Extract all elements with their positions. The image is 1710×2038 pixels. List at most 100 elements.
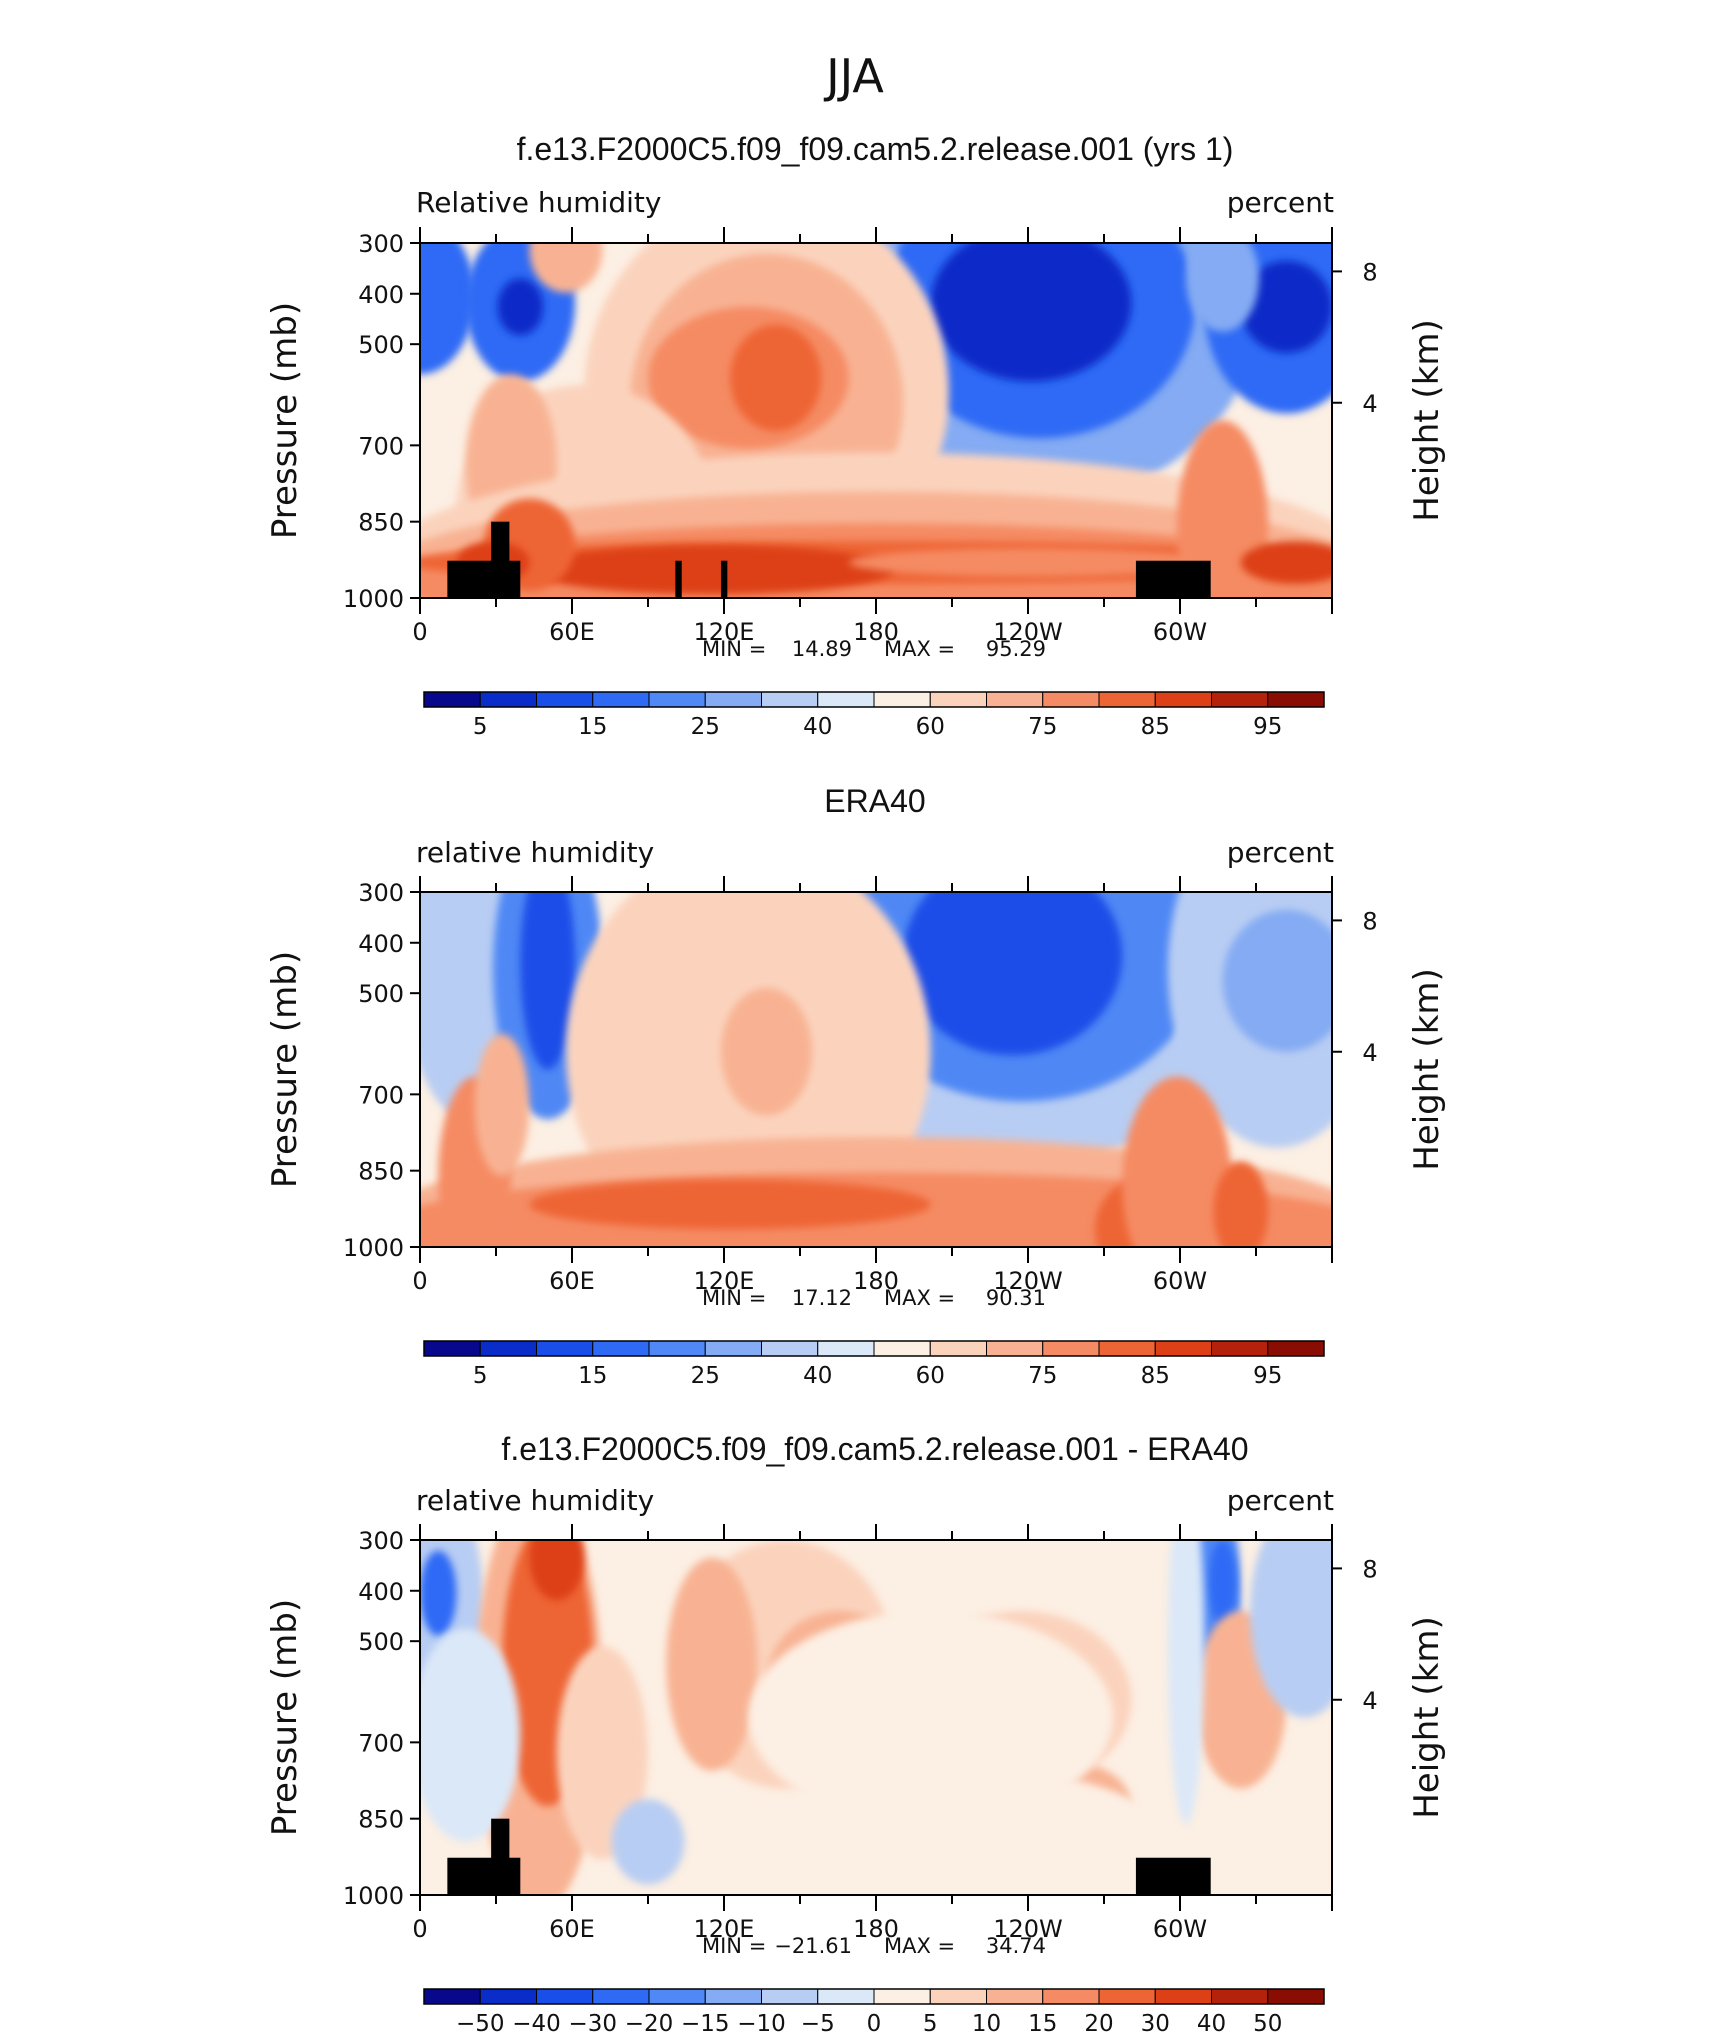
- land-block: [491, 521, 510, 598]
- colorbar-label: 25: [691, 714, 720, 740]
- y-right-tick-label: 4: [1362, 1039, 1377, 1067]
- colorbar-label: 30: [1141, 2011, 1170, 2037]
- stat-max-label: MAX =: [884, 1934, 955, 1958]
- colorbar-label: 10: [972, 2011, 1001, 2037]
- colorbar-label: 40: [1197, 2011, 1226, 2037]
- x-tick-label: 180: [853, 1267, 899, 1295]
- contour-region: [420, 1628, 521, 1842]
- colorbar-label: 85: [1141, 1363, 1170, 1389]
- x-tick-label: 120W: [993, 1915, 1063, 1943]
- colorbar-swatch: [1098, 691, 1156, 708]
- colorbar-swatch: [648, 1988, 706, 2005]
- y-axis-label: Pressure (mb): [265, 1599, 305, 1836]
- colorbar-swatch: [929, 1988, 987, 2005]
- colorbar-label: −5: [801, 2011, 835, 2037]
- colorbar-swatch: [873, 1988, 931, 2005]
- colorbar-swatch: [1154, 1340, 1212, 1357]
- contour-region: [529, 544, 895, 595]
- colorbar-swatch: [1154, 1988, 1212, 2005]
- y-axis-label: Pressure (mb): [265, 302, 305, 539]
- contour-region: [474, 1034, 530, 1176]
- x-tick-label: 0: [412, 618, 427, 646]
- land-block: [447, 560, 521, 598]
- y-tick-label: 850: [358, 509, 404, 537]
- colorbar-swatch: [761, 691, 819, 708]
- contour-region: [1122, 1076, 1232, 1247]
- colorbar-label: 5: [473, 714, 488, 740]
- colorbar-frame: [423, 691, 1325, 708]
- colorbar-swatch: [1154, 691, 1212, 708]
- contour-region: [1249, 1540, 1332, 1718]
- colorbar-label: 20: [1084, 2011, 1113, 2037]
- contour-region: [529, 243, 603, 293]
- panel-title: ERA40: [824, 783, 925, 819]
- colorbar-swatch: [1267, 1340, 1325, 1357]
- colorbar-swatch: [1267, 1988, 1325, 2005]
- y-right-tick-label: 4: [1362, 390, 1377, 418]
- contour-region: [720, 987, 813, 1116]
- contour-region: [497, 278, 544, 336]
- contour-region: [1186, 243, 1260, 332]
- contour-region: [848, 548, 1214, 577]
- x-tick-label: 0: [412, 1267, 427, 1295]
- colorbar-label: 15: [1028, 2011, 1057, 2037]
- colorbar-swatch: [423, 1340, 481, 1357]
- x-tick-label: 60W: [1153, 1267, 1207, 1295]
- land-block: [1135, 560, 1211, 598]
- y-tick-label: 300: [358, 879, 404, 907]
- colorbar-swatch: [648, 1340, 706, 1357]
- colorbar-label: −20: [625, 2011, 674, 2037]
- y-tick-label: 400: [358, 1578, 404, 1606]
- x-tick-label: 60E: [549, 1915, 595, 1943]
- x-tick-label: 180: [853, 1915, 899, 1943]
- x-tick-label: 120W: [993, 1267, 1063, 1295]
- y-tick-label: 500: [358, 980, 404, 1008]
- land-block: [675, 560, 682, 598]
- stat-max-value: 90.31: [986, 1286, 1046, 1310]
- colorbar-label: 95: [1253, 1363, 1282, 1389]
- y-axis-label: Pressure (mb): [265, 951, 305, 1188]
- contour-region: [1240, 260, 1332, 354]
- y-tick-label: 400: [358, 281, 404, 309]
- land-block: [720, 560, 728, 598]
- colorbar-swatch: [1042, 691, 1100, 708]
- stat-max-label: MAX =: [884, 637, 955, 661]
- colorbar-label: 5: [923, 2011, 938, 2037]
- contour-region: [666, 1557, 758, 1771]
- colorbar-swatch: [986, 1988, 1044, 2005]
- units-label: percent: [1227, 186, 1334, 219]
- figure-title: JJA: [823, 49, 884, 103]
- colorbar-swatch: [1267, 691, 1325, 708]
- y-tick-label: 500: [358, 331, 404, 359]
- land-block: [491, 1818, 510, 1895]
- contour-region: [1176, 420, 1269, 598]
- y-axis-right-label: Height (km): [1407, 1616, 1447, 1819]
- topography-mask: [447, 1818, 1211, 1895]
- y-tick-label: 300: [358, 230, 404, 258]
- stat-min-label: MIN =: [702, 1934, 766, 1958]
- colorbar-swatch: [817, 1340, 875, 1357]
- contour-region: [1240, 541, 1332, 584]
- x-tick-label: 60W: [1153, 1915, 1207, 1943]
- colorbar-label: 60: [916, 714, 945, 740]
- colorbar-label: 85: [1141, 714, 1170, 740]
- colorbar-label: 75: [1028, 1363, 1057, 1389]
- colorbar-swatch: [929, 1340, 987, 1357]
- panel-title: f.e13.F2000C5.f09_f09.cam5.2.release.001…: [517, 131, 1234, 167]
- variable-label: relative humidity: [416, 836, 654, 869]
- y-tick-label: 1000: [343, 1234, 404, 1262]
- contour-region: [520, 892, 576, 1070]
- contour-region: [803, 1770, 1168, 1895]
- colorbar-swatch: [704, 691, 762, 708]
- y-right-tick-label: 8: [1362, 1555, 1377, 1583]
- stat-min-label: MIN =: [702, 1286, 766, 1310]
- colorbar-label: 75: [1028, 714, 1057, 740]
- contour-region: [529, 1540, 585, 1601]
- colorbar-label: 60: [916, 1363, 945, 1389]
- units-label: percent: [1227, 836, 1334, 869]
- colorbar-swatch: [704, 1340, 762, 1357]
- colorbar-swatch: [536, 1340, 594, 1357]
- colorbar-label: −50: [456, 2011, 505, 2037]
